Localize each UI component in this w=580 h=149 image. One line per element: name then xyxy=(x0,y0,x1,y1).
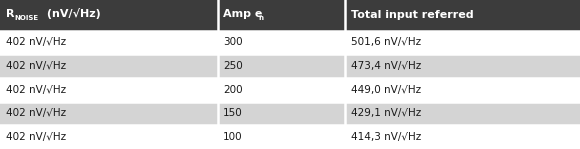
Text: (nV/√Hz): (nV/√Hz) xyxy=(43,8,101,19)
Bar xyxy=(218,102,345,125)
Bar xyxy=(218,31,345,54)
Bar xyxy=(0,31,218,54)
Text: 414,3 nV/√Hz: 414,3 nV/√Hz xyxy=(351,132,421,142)
Bar xyxy=(0,0,218,31)
Bar xyxy=(345,102,580,125)
Text: 200: 200 xyxy=(223,85,243,95)
Text: 402 nV/√Hz: 402 nV/√Hz xyxy=(6,37,66,47)
Bar xyxy=(0,102,218,125)
Bar xyxy=(218,54,345,78)
Bar xyxy=(345,54,580,78)
Text: 473,4 nV/√Hz: 473,4 nV/√Hz xyxy=(351,61,421,71)
Bar xyxy=(218,78,345,102)
Text: n: n xyxy=(258,15,263,21)
Text: 402 nV/√Hz: 402 nV/√Hz xyxy=(6,108,66,118)
Bar xyxy=(218,0,345,31)
Text: 300: 300 xyxy=(223,37,243,47)
Text: Amp e: Amp e xyxy=(223,9,263,19)
Bar xyxy=(345,31,580,54)
Text: NOISE: NOISE xyxy=(14,15,38,21)
Text: 150: 150 xyxy=(223,108,243,118)
Text: 501,6 nV/√Hz: 501,6 nV/√Hz xyxy=(351,37,421,47)
Bar xyxy=(345,78,580,102)
Text: R: R xyxy=(6,9,14,19)
Text: 402 nV/√Hz: 402 nV/√Hz xyxy=(6,61,66,71)
Text: Total input referred: Total input referred xyxy=(351,10,473,20)
Bar xyxy=(0,125,218,149)
Text: 402 nV/√Hz: 402 nV/√Hz xyxy=(6,132,66,142)
Text: 449,0 nV/√Hz: 449,0 nV/√Hz xyxy=(351,85,421,95)
Text: 429,1 nV/√Hz: 429,1 nV/√Hz xyxy=(351,108,421,118)
Bar xyxy=(345,125,580,149)
Bar xyxy=(0,54,218,78)
Bar xyxy=(0,78,218,102)
Bar xyxy=(218,125,345,149)
Text: 100: 100 xyxy=(223,132,243,142)
Bar xyxy=(345,0,580,31)
Text: 250: 250 xyxy=(223,61,243,71)
Text: 402 nV/√Hz: 402 nV/√Hz xyxy=(6,85,66,95)
